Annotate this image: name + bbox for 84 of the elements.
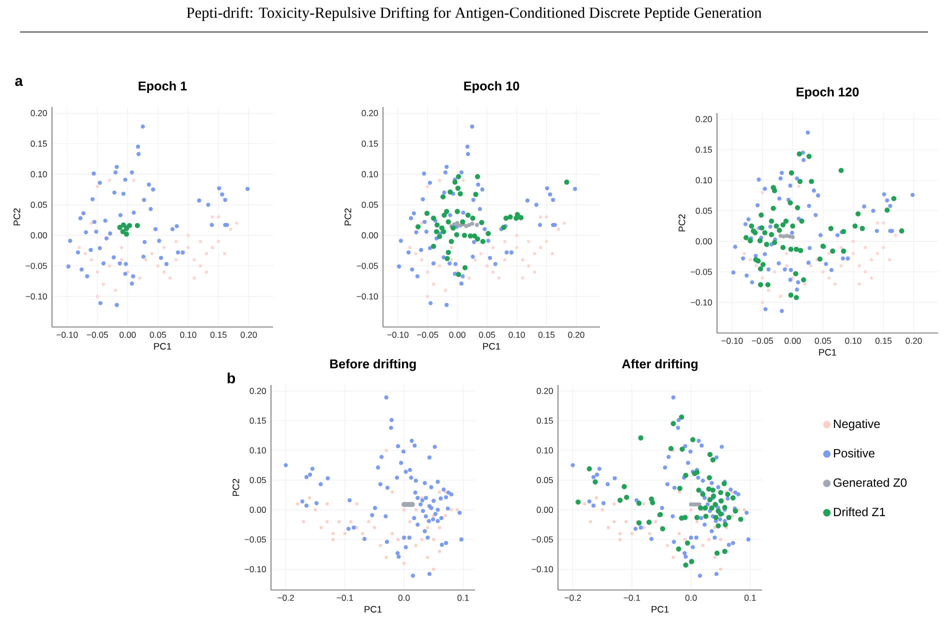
- y-tick-label: 0.05: [696, 208, 712, 214]
- legend-label: Generated Z0: [834, 478, 907, 487]
- legend-label: Drifted Z1: [834, 507, 886, 516]
- y-tick-label: 0.10: [696, 177, 712, 184]
- x-tick-label: −0.05: [86, 332, 108, 338]
- x-tick-label: −0.10: [722, 338, 743, 344]
- x-tick-label: 0.05: [478, 332, 496, 338]
- y-tick-label: 0.05: [30, 202, 47, 208]
- chart-title: Before drifting: [330, 359, 416, 371]
- x-tick-label: −0.1: [624, 594, 640, 601]
- x-tick-label: 0.20: [240, 332, 257, 338]
- x-axis-title: PC1: [154, 343, 172, 350]
- x-tick-label: 0.10: [180, 332, 196, 338]
- y-tick-label: −0.05: [532, 536, 553, 543]
- x-tick-label: −0.05: [752, 338, 774, 344]
- text: a: [15, 78, 23, 86]
- x-tick-label: 0.1: [744, 594, 756, 601]
- legend-label: Positive: [834, 448, 874, 458]
- y-tick-label: 0.15: [30, 140, 47, 147]
- x-axis-title: PC1: [364, 606, 382, 613]
- y-tick-label: 0.10: [250, 447, 266, 454]
- text: Pepti-drift: Toxicity-Repulsive Drifting for Antigen-Conditioned Discrete Peptide Generation: [186, 6, 762, 22]
- x-tick-label: 0.20: [568, 332, 584, 338]
- x-axis-title: PC1: [819, 349, 836, 356]
- x-tick-label: 0.10: [508, 332, 525, 338]
- y-tick-label: −0.05: [244, 536, 266, 543]
- x-tick-label: 0.20: [906, 338, 922, 344]
- y-tick-label: 0.20: [250, 388, 266, 394]
- y-tick-label: 0.20: [536, 388, 553, 394]
- x-tick-label: 0.05: [814, 338, 832, 344]
- y-tick-label: 0.00: [30, 232, 47, 238]
- x-tick-label: 0.00: [784, 338, 801, 344]
- x-tick-label: 0.15: [210, 332, 227, 338]
- y-tick-label: 0.10: [362, 171, 378, 178]
- x-tick-label: −0.05: [417, 332, 438, 338]
- x-tick-label: 0.00: [449, 332, 466, 338]
- y-tick-label: 0.05: [536, 477, 553, 484]
- y-tick-label: 0.05: [362, 202, 378, 208]
- x-tick-label: 0.1: [457, 594, 469, 601]
- x-axis-title: PC1: [483, 343, 500, 350]
- y-tick-label: −0.05: [690, 268, 712, 275]
- y-tick-label: 0.15: [696, 146, 712, 153]
- chart-title: Epoch 10: [464, 81, 520, 93]
- text: b: [228, 372, 236, 384]
- y-tick-label: −0.10: [356, 293, 378, 300]
- y-tick-label: 0.00: [696, 238, 712, 244]
- y-tick-label: 0.20: [362, 110, 378, 116]
- y-axis-title: PC2: [344, 208, 352, 226]
- y-tick-label: −0.10: [532, 566, 553, 572]
- y-tick-label: 0.00: [362, 232, 378, 238]
- y-tick-label: 0.20: [30, 110, 47, 116]
- y-axis-title: PC2: [14, 208, 20, 226]
- y-tick-label: 0.15: [536, 418, 553, 424]
- chart-title: Epoch 120: [796, 87, 859, 99]
- y-tick-label: −0.05: [356, 262, 378, 269]
- y-axis-title: PC2: [232, 478, 240, 496]
- x-tick-label: −0.2: [564, 594, 581, 601]
- y-axis-title: PC2: [678, 214, 686, 232]
- x-tick-label: 0.15: [875, 338, 892, 344]
- x-tick-label: −0.10: [387, 332, 408, 338]
- x-tick-label: 0.00: [120, 332, 136, 338]
- y-tick-label: 0.15: [362, 140, 378, 147]
- y-tick-label: 0.00: [250, 506, 266, 513]
- y-tick-label: 0.20: [696, 116, 712, 122]
- y-tick-label: −0.10: [244, 566, 266, 572]
- x-tick-label: −0.2: [278, 594, 294, 601]
- y-tick-label: −0.05: [26, 262, 47, 269]
- y-tick-label: −0.10: [26, 293, 47, 300]
- x-tick-label: 0.10: [845, 338, 862, 344]
- x-tick-label: 0.05: [150, 332, 166, 338]
- y-tick-label: −0.10: [690, 299, 712, 306]
- y-tick-label: 0.05: [250, 477, 266, 484]
- chart-title: Epoch 1: [138, 81, 187, 93]
- y-tick-label: 0.00: [536, 506, 553, 513]
- x-tick-label: 0.0: [398, 594, 410, 601]
- x-tick-label: −0.10: [56, 332, 78, 338]
- chart-title: After drifting: [622, 359, 698, 371]
- y-tick-label: 0.15: [250, 418, 266, 424]
- y-tick-label: 0.10: [536, 447, 553, 454]
- y-tick-label: 0.10: [30, 171, 47, 178]
- x-tick-label: 0.0: [685, 594, 697, 601]
- x-axis-title: PC1: [652, 606, 669, 613]
- legend-label: Negative: [834, 419, 880, 430]
- x-tick-label: −0.1: [336, 594, 354, 601]
